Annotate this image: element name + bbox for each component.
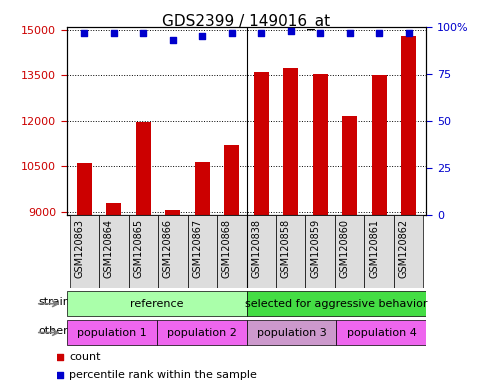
Bar	[364, 215, 394, 288]
Bar	[67, 320, 157, 345]
Bar	[246, 320, 336, 345]
Bar	[246, 291, 426, 316]
Bar	[136, 122, 151, 384]
Point	[317, 30, 324, 36]
Text: population 4: population 4	[347, 328, 417, 338]
Point	[346, 30, 353, 36]
Bar	[67, 291, 246, 316]
Bar	[165, 210, 180, 384]
Bar	[195, 162, 210, 384]
Text: GSM120858: GSM120858	[281, 219, 291, 278]
Point	[169, 37, 176, 43]
Bar	[217, 215, 246, 288]
Point	[228, 30, 236, 36]
Bar	[77, 164, 92, 384]
Bar	[246, 215, 276, 288]
Point	[287, 28, 295, 34]
Bar	[99, 215, 129, 288]
Bar	[224, 145, 239, 384]
Text: GSM120866: GSM120866	[163, 219, 173, 278]
Point	[265, 311, 273, 318]
Bar	[394, 215, 423, 288]
Bar	[401, 36, 416, 384]
Text: population 1: population 1	[77, 328, 146, 338]
Text: GSM120860: GSM120860	[340, 219, 350, 278]
Text: population 2: population 2	[167, 328, 237, 338]
Point	[110, 30, 118, 36]
Bar	[306, 215, 335, 288]
Text: GDS2399 / 149016_at: GDS2399 / 149016_at	[162, 13, 331, 30]
Bar	[276, 215, 306, 288]
Bar	[254, 73, 269, 384]
Text: selected for aggressive behavior: selected for aggressive behavior	[245, 299, 428, 309]
Text: percentile rank within the sample: percentile rank within the sample	[70, 370, 257, 380]
Point	[375, 30, 383, 36]
Text: population 3: population 3	[257, 328, 326, 338]
Bar	[106, 203, 121, 384]
Bar	[372, 75, 387, 384]
Point	[405, 30, 413, 36]
Bar	[158, 215, 187, 288]
Point	[198, 33, 206, 40]
Text: GSM120868: GSM120868	[222, 219, 232, 278]
Point	[80, 30, 88, 36]
Text: GSM120863: GSM120863	[74, 219, 84, 278]
Bar	[129, 215, 158, 288]
Bar	[157, 320, 246, 345]
Text: strain: strain	[38, 298, 70, 308]
Bar	[70, 215, 99, 288]
Text: GSM120865: GSM120865	[133, 219, 143, 278]
Point	[257, 30, 265, 36]
Point	[140, 30, 147, 36]
Text: GSM120859: GSM120859	[310, 219, 320, 278]
Text: other: other	[38, 326, 68, 336]
Text: GSM120861: GSM120861	[369, 219, 379, 278]
Text: GSM120862: GSM120862	[399, 219, 409, 278]
Text: GSM120864: GSM120864	[104, 219, 114, 278]
Point	[265, 152, 273, 159]
Text: GSM120838: GSM120838	[251, 219, 261, 278]
Bar	[313, 74, 328, 384]
Bar	[335, 215, 364, 288]
Text: count: count	[70, 352, 101, 362]
Bar	[283, 68, 298, 384]
Bar	[336, 320, 426, 345]
Bar	[187, 215, 217, 288]
Bar	[342, 116, 357, 384]
Text: reference: reference	[130, 299, 183, 309]
Text: GSM120867: GSM120867	[192, 219, 202, 278]
